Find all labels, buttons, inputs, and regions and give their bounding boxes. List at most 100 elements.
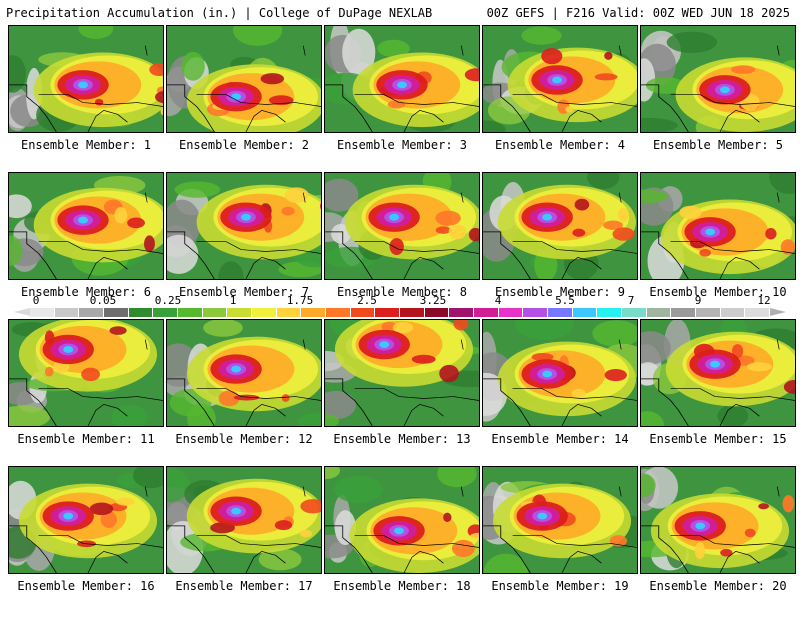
legend-swatch bbox=[153, 308, 179, 317]
legend-swatch bbox=[178, 308, 203, 317]
ensemble-panel: Ensemble Member: 4 bbox=[482, 25, 638, 185]
legend-swatch bbox=[548, 308, 573, 317]
precip-map bbox=[482, 172, 638, 280]
ensemble-panel: Ensemble Member: 1 bbox=[8, 25, 164, 185]
ensemble-panel: Ensemble Member: 11 bbox=[8, 319, 164, 479]
legend-color-bar bbox=[30, 308, 771, 317]
color-scale-legend: 0 0.05 0.25 1 1.75 2.5 3.25 4 5.5 7 9 12 bbox=[0, 294, 800, 318]
legend-swatch bbox=[745, 308, 771, 317]
legend-tick-label: 0 bbox=[32, 294, 40, 307]
precip-map bbox=[324, 172, 480, 280]
legend-swatch bbox=[252, 308, 277, 317]
legend-tick-label: 5.5 bbox=[555, 294, 575, 307]
precip-map bbox=[324, 319, 480, 427]
model-run-label: 00Z GEFS | F216 Valid: 00Z WED JUN 18 20… bbox=[486, 6, 790, 20]
precip-map bbox=[166, 25, 322, 133]
legend-tick-label: 1.75 bbox=[286, 294, 314, 307]
ensemble-panel: Ensemble Member: 5 bbox=[640, 25, 796, 185]
ensemble-panel: Ensemble Member: 9 bbox=[482, 172, 638, 332]
legend-tick-label: 12 bbox=[757, 294, 771, 307]
ensemble-member-label: Ensemble Member: 7 bbox=[178, 285, 310, 299]
ensemble-member-label: Ensemble Member: 3 bbox=[336, 138, 468, 152]
precip-map bbox=[482, 319, 638, 427]
ensemble-panel: Ensemble Member: 3 bbox=[324, 25, 480, 185]
precip-map bbox=[324, 466, 480, 574]
legend-tick-label: 0.25 bbox=[154, 294, 182, 307]
precip-map bbox=[166, 172, 322, 280]
legend-swatch bbox=[622, 308, 647, 317]
ensemble-member-label: Ensemble Member: 14 bbox=[491, 432, 629, 446]
ensemble-panel: Ensemble Member: 6 bbox=[8, 172, 164, 332]
ensemble-member-label: Ensemble Member: 8 bbox=[336, 285, 468, 299]
legend-tick-label: 9 bbox=[694, 294, 702, 307]
precip-map bbox=[8, 319, 164, 427]
legend-swatch bbox=[326, 308, 351, 317]
ensemble-member-label: Ensemble Member: 13 bbox=[333, 432, 471, 446]
legend-swatch bbox=[720, 308, 746, 317]
ensemble-member-label: Ensemble Member: 4 bbox=[494, 138, 626, 152]
legend-swatch bbox=[30, 308, 55, 317]
ensemble-member-label: Ensemble Member: 12 bbox=[175, 432, 313, 446]
legend-swatch bbox=[449, 308, 475, 317]
legend-swatch bbox=[128, 308, 154, 317]
ensemble-panel: Ensemble Member: 7 bbox=[166, 172, 322, 332]
ensemble-member-label: Ensemble Member: 6 bbox=[20, 285, 152, 299]
legend-tick-label: 4 bbox=[494, 294, 502, 307]
ensemble-member-label: Ensemble Member: 2 bbox=[178, 138, 310, 152]
precip-map bbox=[324, 25, 480, 133]
legend-tick-label: 7 bbox=[627, 294, 635, 307]
precip-map bbox=[8, 466, 164, 574]
ensemble-member-label: Ensemble Member: 16 bbox=[17, 579, 155, 593]
precip-map bbox=[166, 319, 322, 427]
legend-tick-label: 3.25 bbox=[419, 294, 447, 307]
ensemble-panel: Ensemble Member: 2 bbox=[166, 25, 322, 185]
legend-swatch bbox=[400, 308, 425, 317]
precip-map bbox=[640, 172, 796, 280]
ensemble-panel: Ensemble Member: 14 bbox=[482, 319, 638, 479]
legend-tick-label: 1 bbox=[229, 294, 237, 307]
ensemble-member-label: Ensemble Member: 10 bbox=[649, 285, 787, 299]
precip-map bbox=[640, 466, 796, 574]
legend-swatch bbox=[572, 308, 598, 317]
legend-arrow-left bbox=[14, 308, 30, 316]
precip-map bbox=[482, 466, 638, 574]
ensemble-panel: Ensemble Member: 19 bbox=[482, 466, 638, 626]
ensemble-member-label: Ensemble Member: 1 bbox=[20, 138, 152, 152]
ensemble-panel: Ensemble Member: 17 bbox=[166, 466, 322, 626]
ensemble-member-label: Ensemble Member: 5 bbox=[652, 138, 784, 152]
ensemble-member-label: Ensemble Member: 19 bbox=[491, 579, 629, 593]
legend-arrow-right bbox=[770, 308, 786, 316]
ensemble-member-label: Ensemble Member: 11 bbox=[17, 432, 155, 446]
precip-map bbox=[640, 319, 796, 427]
legend-swatch bbox=[696, 308, 721, 317]
precip-map bbox=[482, 25, 638, 133]
ensemble-member-label: Ensemble Member: 18 bbox=[333, 579, 471, 593]
legend-swatch bbox=[646, 308, 672, 317]
precip-map bbox=[8, 172, 164, 280]
precip-map bbox=[8, 25, 164, 133]
ensemble-panel: Ensemble Member: 15 bbox=[640, 319, 796, 479]
legend-swatch bbox=[350, 308, 376, 317]
legend-swatch bbox=[424, 308, 450, 317]
ensemble-panel: Ensemble Member: 13 bbox=[324, 319, 480, 479]
legend-swatch bbox=[597, 308, 623, 317]
ensemble-panel: Ensemble Member: 16 bbox=[8, 466, 164, 626]
ensemble-member-label: Ensemble Member: 17 bbox=[175, 579, 313, 593]
precip-map bbox=[640, 25, 796, 133]
legend-tick-label: 0.05 bbox=[89, 294, 117, 307]
precip-map bbox=[166, 466, 322, 574]
legend-swatch bbox=[301, 308, 327, 317]
legend-tick-label: 2.5 bbox=[357, 294, 377, 307]
legend-swatch bbox=[227, 308, 253, 317]
ensemble-panel: Ensemble Member: 10 bbox=[640, 172, 796, 332]
ensemble-panel: Ensemble Member: 8 bbox=[324, 172, 480, 332]
ensemble-member-label: Ensemble Member: 15 bbox=[649, 432, 787, 446]
legend-swatch bbox=[54, 308, 80, 317]
legend-swatch bbox=[474, 308, 499, 317]
ensemble-member-label: Ensemble Member: 20 bbox=[649, 579, 787, 593]
ensemble-panel: Ensemble Member: 18 bbox=[324, 466, 480, 626]
legend-swatch bbox=[671, 308, 697, 317]
legend-swatch bbox=[79, 308, 105, 317]
legend-swatch bbox=[523, 308, 549, 317]
chart-title: Precipitation Accumulation (in.) | Colle… bbox=[6, 6, 433, 20]
